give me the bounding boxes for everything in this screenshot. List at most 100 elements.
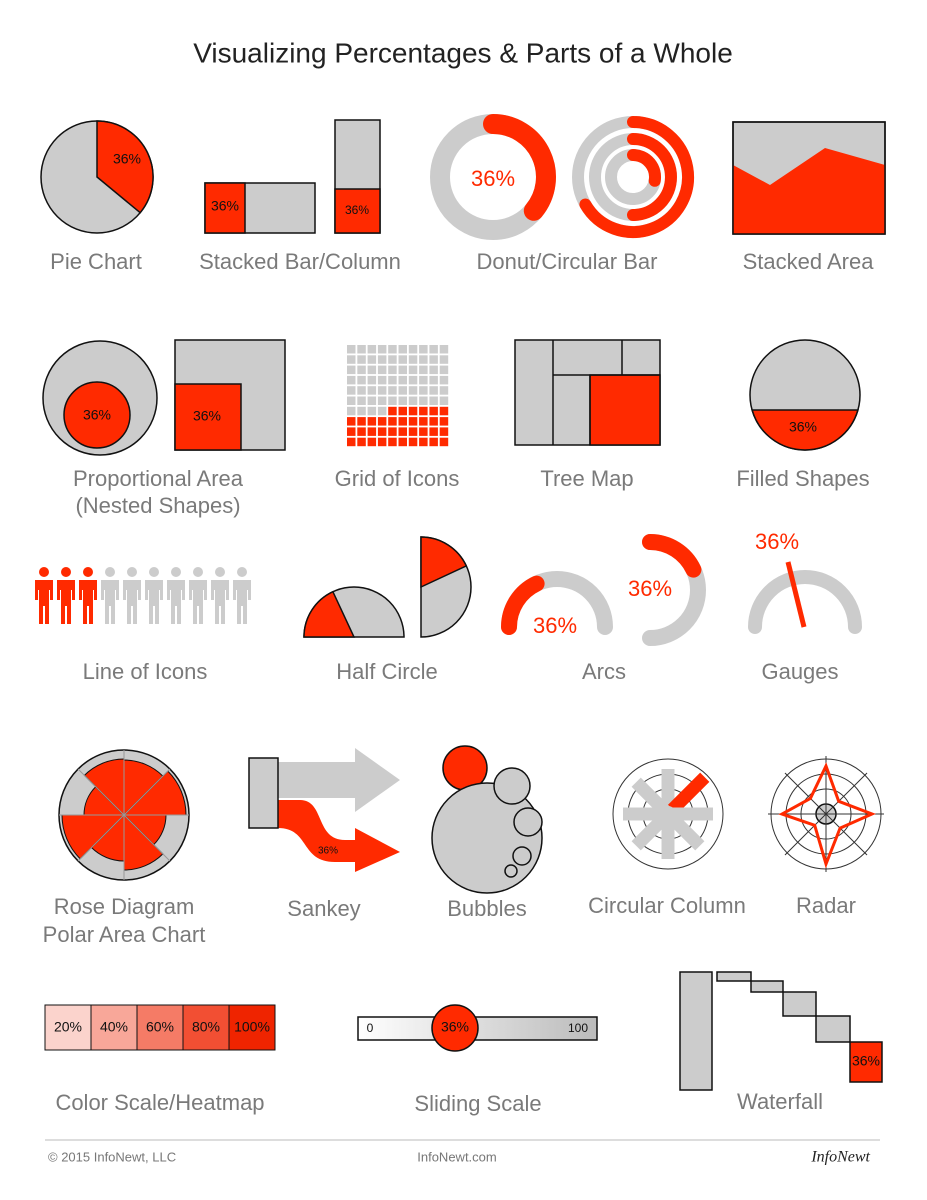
label: 60% [146, 1019, 174, 1035]
grid-of-icons-shape [377, 345, 387, 354]
waterfall-shape [815, 1015, 851, 1043]
gauge-shape [785, 561, 807, 628]
label: Proportional Area [73, 466, 244, 491]
grid-of-icons-shape [367, 396, 377, 405]
grid-of-icons-shape [388, 406, 397, 416]
grid-of-icons-shape [347, 396, 356, 405]
grid-of-icons-shape [357, 386, 366, 395]
grid-of-icons-shape [367, 355, 377, 364]
grid-of-icons-shape [429, 427, 438, 436]
label: Gauges [761, 659, 838, 684]
grid-of-icons-shape [439, 396, 449, 405]
grid-of-icons-shape [408, 396, 418, 405]
waterfall-shape [716, 971, 752, 982]
grid-of-icons-shape [408, 365, 418, 375]
donut-shape [579, 116, 695, 238]
label: Arcs [582, 659, 626, 684]
grid-of-icons-shape [429, 437, 438, 447]
grid-of-icons-shape [408, 437, 418, 447]
grid-of-icons-shape [429, 375, 438, 385]
grid-of-icons-shape [398, 345, 407, 354]
line-of-icons-shape [101, 580, 119, 624]
grid-of-icons-shape [439, 386, 449, 395]
grid-of-icons-shape [398, 386, 407, 395]
label: 80% [192, 1019, 220, 1035]
radar-shape [778, 762, 876, 869]
bubbles-shape [504, 864, 518, 878]
bubbles-shape [513, 807, 543, 837]
grid-of-icons-shape [367, 406, 377, 416]
grid-of-icons-shape [439, 345, 449, 354]
proportional-area: 36% 36% Proportional Area (Nested Shapes… [42, 339, 286, 518]
gauge-shape [748, 570, 862, 634]
grid-of-icons-shape [388, 386, 397, 395]
grid-of-icons-shape [377, 427, 387, 436]
line-of-icons-shape [233, 580, 251, 624]
line-of-icons-shape [57, 580, 75, 624]
grid-of-icons-shape [408, 417, 418, 426]
title: Visualizing Percentages & Parts of a Who… [193, 37, 733, 68]
label: Waterfall [737, 1089, 823, 1114]
grid-of-icons-shape [388, 437, 397, 447]
label: 36% [83, 407, 111, 423]
line-of-icons-shape [211, 580, 229, 624]
grid-of-icons-shape [429, 365, 438, 375]
heatmap-shape [90, 1004, 138, 1051]
grid-of-icons-shape [367, 386, 377, 395]
grid-of-icons-shape [357, 355, 366, 364]
line-of-icons: Line of Icons [35, 567, 251, 684]
label: 40% [100, 1019, 128, 1035]
label: 36% [755, 529, 799, 554]
donut-shape [483, 114, 556, 221]
grid-of-icons-shape [398, 427, 407, 436]
waterfall-shape [782, 991, 817, 1017]
stacked-area: Stacked Area [732, 121, 886, 274]
grid-of-icons-shape [388, 365, 397, 375]
grid-of-icons-shape [419, 406, 428, 416]
grid-of-icons-shape [357, 406, 366, 416]
tree-map-shape [552, 340, 660, 445]
gauge: 36% Gauges [748, 529, 862, 684]
label: Stacked Area [743, 249, 875, 274]
label: 36% [113, 151, 141, 167]
label: 36% [441, 1019, 469, 1035]
grid-of-icons-shape [377, 375, 387, 385]
grid-of-icons-shape [377, 355, 387, 364]
donut-shape [627, 148, 662, 187]
pie-chart-shape [96, 120, 154, 214]
grid-of-icons-shape [398, 396, 407, 405]
half-circle: Half Circle [303, 536, 472, 684]
line-of-icons-shape [35, 580, 53, 624]
label: Grid of Icons [335, 466, 460, 491]
label: Half Circle [336, 659, 437, 684]
waterfall-shape [750, 980, 784, 993]
grid-of-icons-shape [419, 375, 428, 385]
sliding-scale-shape [431, 1004, 479, 1052]
label: 36% [345, 203, 369, 217]
grid-of-icons-shape [419, 365, 428, 375]
grid-of-icons-shape [347, 345, 356, 354]
grid-of-icons-shape [377, 396, 387, 405]
grid-of-icons-shape [347, 417, 356, 426]
grid-of-icons-shape [419, 417, 428, 426]
grid-of-icons-shape [439, 355, 449, 364]
line-of-icons-shape [123, 580, 141, 624]
line-of-icons-shape [237, 567, 247, 577]
line-of-icons-shape [61, 567, 71, 577]
grid-of-icons-shape [367, 427, 377, 436]
label: Color Scale/Heatmap [55, 1090, 264, 1115]
grid-of-icons-shape [367, 365, 377, 375]
grid-of-icons-shape [398, 437, 407, 447]
grid-of-icons-shape [429, 406, 438, 416]
pie-chart: 36% Pie Chart [40, 120, 154, 274]
grid-of-icons-shape [439, 437, 449, 447]
stacked-area-shape [733, 148, 885, 234]
grid-of-icons-shape [388, 396, 397, 405]
grid-of-icons-shape [347, 427, 356, 436]
filled-shapes: 36% Filled Shapes [736, 339, 870, 491]
label: 36% [211, 198, 239, 214]
circular-column-shape [612, 758, 724, 870]
label: (Nested Shapes) [75, 493, 240, 518]
line-of-icons-shape [215, 567, 225, 577]
